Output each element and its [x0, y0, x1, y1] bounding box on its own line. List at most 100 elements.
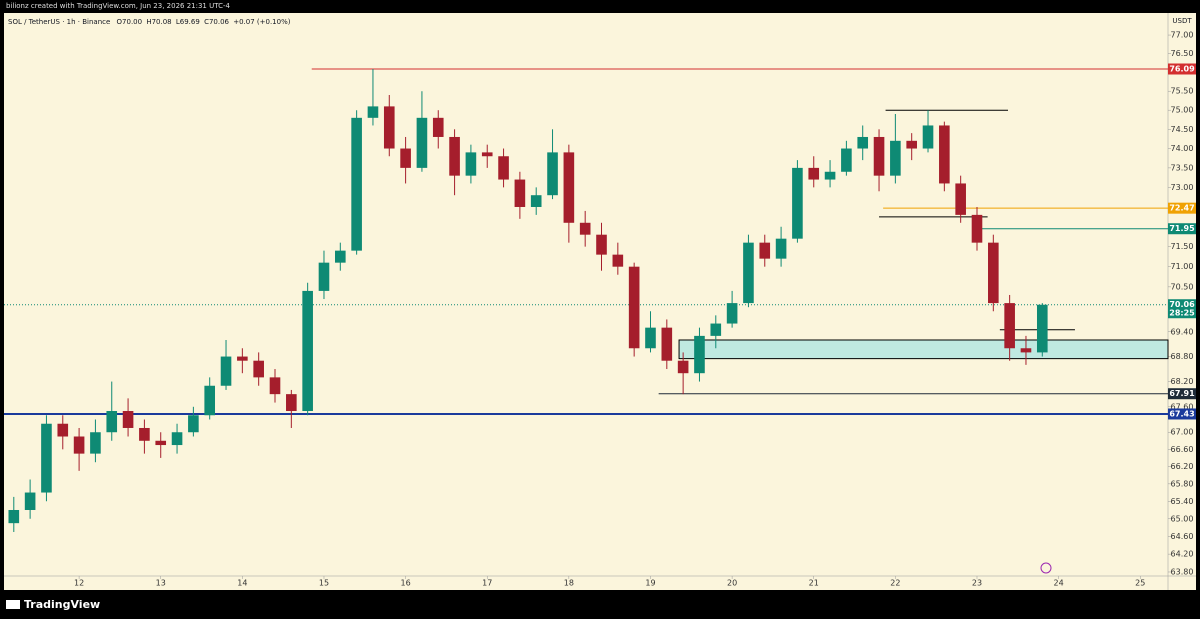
candle-body	[955, 183, 966, 215]
legend-close: C70.06	[204, 18, 229, 26]
candle-body	[759, 242, 771, 259]
candle-body	[628, 266, 640, 349]
candle-body	[204, 385, 216, 416]
candle-body	[563, 152, 575, 223]
candle-body	[302, 290, 313, 412]
price-tag	[1168, 388, 1196, 400]
price-tag-label: 72.47	[1169, 204, 1194, 213]
legend-change: +0.07 (+0.10%)	[233, 18, 291, 26]
candle-body	[726, 303, 738, 324]
candle-body	[8, 509, 20, 524]
candle-body	[334, 250, 346, 263]
y-tick-label: 64.20	[1171, 550, 1194, 559]
candle-body	[57, 423, 69, 437]
brand-logo: TradingView	[6, 598, 100, 611]
candle-body	[400, 148, 411, 168]
x-tick-label: 15	[319, 579, 329, 588]
x-tick-label: 16	[401, 579, 411, 588]
candle-body	[1004, 303, 1015, 349]
y-tick-label: 74.00	[1171, 144, 1194, 153]
candle-body	[73, 436, 85, 454]
candle-body	[465, 152, 477, 176]
candle-body	[188, 415, 199, 433]
countdown: 28:25	[1169, 309, 1195, 318]
zone	[678, 339, 1169, 360]
candle-body	[922, 125, 934, 149]
candle-body	[351, 117, 362, 251]
candle-body	[139, 427, 150, 441]
candle-body	[841, 148, 852, 172]
candle-body	[579, 222, 591, 235]
candle-body	[792, 167, 803, 239]
candle-body	[873, 136, 885, 176]
y-tick-label: 68.20	[1171, 377, 1194, 386]
candle-body	[318, 262, 330, 291]
y-tick-label: 71.50	[1171, 242, 1194, 251]
candle-body	[171, 432, 183, 446]
candle-body	[237, 356, 248, 361]
x-tick-label: 23	[972, 579, 982, 588]
legend-low: L69.69	[176, 18, 200, 26]
y-tick-label: 73.50	[1171, 163, 1194, 172]
y-tick-label: 74.50	[1171, 125, 1194, 134]
candle-body	[596, 234, 607, 255]
y-tick-label: 75.00	[1171, 106, 1194, 115]
x-tick-label: 13	[156, 579, 166, 588]
x-tick-label: 17	[482, 579, 492, 588]
y-tick-label: 65.80	[1171, 479, 1194, 488]
candle-body	[24, 492, 36, 510]
price-tag-label: 67.91	[1169, 389, 1195, 398]
x-tick-label: 20	[727, 579, 737, 588]
candle-body	[890, 140, 901, 176]
price-tag	[1168, 202, 1196, 214]
candle-body	[498, 156, 509, 180]
price-tag	[1168, 408, 1196, 420]
candle-body	[857, 136, 869, 149]
candle-body	[661, 327, 673, 361]
x-tick-label: 19	[645, 579, 655, 588]
x-tick-label: 22	[890, 579, 900, 588]
y-tick-label: 63.80	[1171, 567, 1194, 576]
candle-body	[971, 214, 983, 243]
y-tick-label: 75.50	[1171, 87, 1194, 96]
candle-body	[1020, 348, 1032, 353]
x-tick-label: 24	[1054, 579, 1064, 588]
price-tag	[1168, 299, 1196, 319]
candle-body	[122, 411, 134, 428]
candle-body	[220, 356, 232, 386]
price-tag-label: 67.43	[1169, 409, 1194, 418]
y-tick-label: 76.50	[1171, 49, 1194, 58]
y-tick-label: 67.00	[1171, 428, 1194, 437]
y-tick-label: 70.50	[1171, 282, 1194, 291]
x-tick-label: 14	[237, 579, 247, 588]
legend-open: O70.00	[117, 18, 143, 26]
y-tick-label: 66.20	[1171, 462, 1194, 471]
y-tick-label: 67.60	[1171, 402, 1194, 411]
y-tick-label: 68.80	[1171, 352, 1194, 361]
legend-symbol: SOL / TetherUS · 1h · Binance	[8, 18, 110, 26]
y-tick-label: 77.00	[1171, 31, 1194, 40]
y-tick-label: 65.00	[1171, 514, 1194, 523]
candle-body	[824, 171, 836, 180]
candle-body	[612, 254, 624, 267]
price-tag-label: 76.09	[1169, 65, 1195, 74]
legend: SOL / TetherUS · 1h · Binance O70.00 H70…	[8, 18, 291, 26]
candle-body	[743, 242, 754, 304]
candle-body	[449, 136, 460, 176]
candle-body	[645, 327, 656, 349]
header: bilionz created with TradingView.com, Ju…	[6, 2, 230, 10]
price-tag-label: 71.95	[1169, 224, 1195, 233]
candle-body	[253, 360, 264, 378]
candle-body	[41, 423, 52, 493]
price-tag	[1168, 223, 1196, 235]
x-tick-label: 12	[74, 579, 84, 588]
candle-body	[286, 394, 297, 412]
candle-body	[808, 167, 820, 180]
logo-mark	[6, 600, 20, 609]
event-icon	[1040, 562, 1052, 574]
currency: USDT	[1172, 17, 1192, 25]
brand: TradingView	[24, 598, 100, 611]
candle-body	[383, 106, 395, 149]
price-tag	[1168, 63, 1196, 75]
